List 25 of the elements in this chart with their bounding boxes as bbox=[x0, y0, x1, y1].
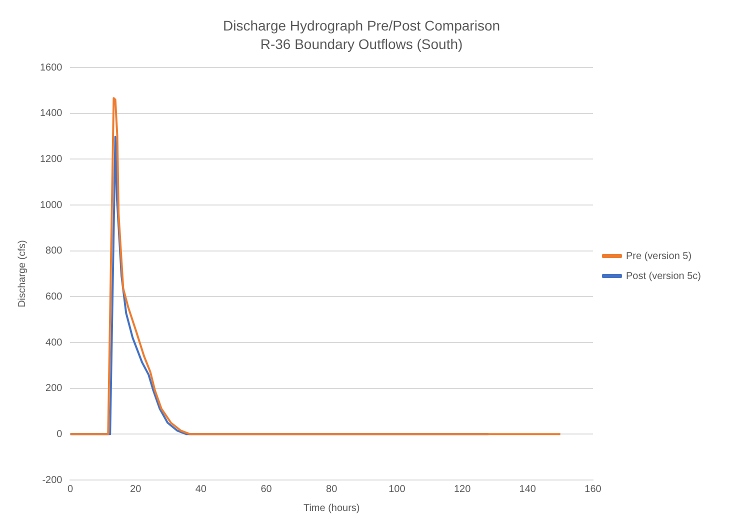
legend-label: Pre (version 5) bbox=[626, 250, 692, 262]
x-tick-label: 160 bbox=[584, 484, 602, 495]
x-tick-label: 0 bbox=[67, 484, 74, 495]
y-tick-label: 1200 bbox=[40, 154, 63, 165]
y-tick-label: 1600 bbox=[40, 62, 63, 74]
x-tick-label: 40 bbox=[195, 484, 207, 495]
y-tick-label: 200 bbox=[46, 383, 63, 394]
x-tick-label: 20 bbox=[130, 484, 142, 495]
x-tick-label: 100 bbox=[388, 484, 406, 495]
y-tick-label: 600 bbox=[46, 291, 63, 302]
y-tick-label: 0 bbox=[56, 428, 63, 440]
y-tick-label: 400 bbox=[46, 337, 63, 348]
x-tick-label: 120 bbox=[454, 484, 472, 495]
chart-subtitle: R-36 Boundary Outflows (South) bbox=[260, 36, 463, 52]
x-tick-label: 80 bbox=[326, 484, 338, 495]
y-tick-label: 1000 bbox=[40, 200, 63, 211]
y-tick-label: -200 bbox=[42, 474, 63, 486]
y-axis-title: Discharge (cfs) bbox=[16, 240, 28, 308]
x-axis-title: Time (hours) bbox=[303, 502, 360, 514]
y-tick-label: 1400 bbox=[40, 108, 63, 120]
x-tick-label: 60 bbox=[260, 484, 272, 495]
y-tick-label: 800 bbox=[46, 246, 63, 257]
legend-label: Post (version 5c) bbox=[626, 270, 702, 282]
chart-title: Discharge Hydrograph Pre/Post Comparison bbox=[222, 17, 500, 34]
x-tick-label: 140 bbox=[519, 484, 536, 495]
